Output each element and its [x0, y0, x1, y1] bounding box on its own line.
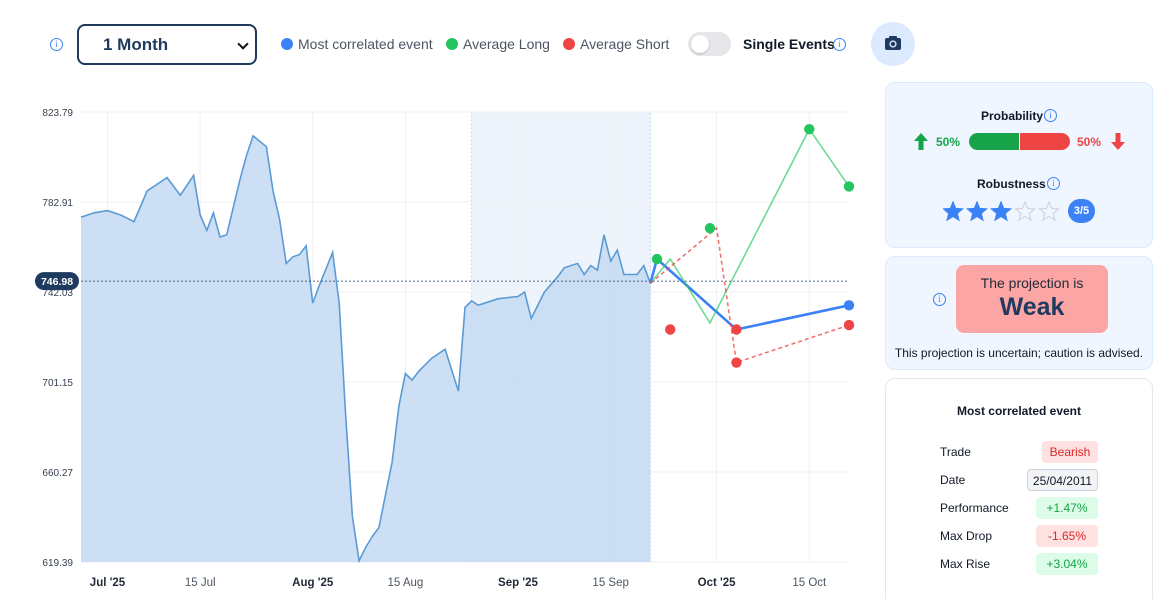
camera-icon [885, 36, 901, 50]
probability-bar-down [1020, 133, 1070, 150]
event-row-label: Max Drop [940, 529, 993, 543]
x-tick-label: Jul '25 [90, 577, 126, 589]
event-row-label: Performance [940, 501, 1009, 515]
current-value-label: 746.98 [41, 276, 73, 288]
legend-long: Average Long [446, 36, 550, 52]
period-select[interactable]: 1 Month [77, 24, 257, 65]
x-tick-label: Aug '25 [292, 577, 334, 589]
event-row-label: Max Rise [940, 557, 991, 571]
probability-title: Probability [981, 109, 1044, 123]
single-events-toggle[interactable] [688, 32, 731, 56]
y-tick-label: 782.91 [42, 198, 73, 209]
star-filled-icon [965, 201, 989, 222]
projection-heading: The projection is [980, 275, 1084, 291]
projection-line-correlated [649, 256, 850, 331]
toolbar: i 1 Month Most correlated event Average … [0, 0, 930, 88]
projection-point-long [843, 181, 855, 192]
star-empty-icon [1037, 201, 1061, 222]
x-tick-label: 15 Sep [592, 577, 628, 589]
event-performance-value: +1.47% [1036, 497, 1098, 519]
projection-point-short [665, 324, 676, 335]
x-tick-label: 15 Aug [387, 577, 423, 589]
price-line [80, 134, 652, 564]
event-row-label: Date [940, 473, 966, 487]
probability-panel: Probability i 50% 50% Robustness i 3/5 [885, 82, 1153, 248]
robustness-title: Robustness [977, 177, 1046, 191]
screenshot-button[interactable] [871, 22, 915, 66]
probability-bar-up [969, 133, 1019, 150]
legend-label-short: Average Short [580, 36, 670, 52]
y-tick-label: 823.79 [42, 108, 73, 119]
info-icon[interactable]: i [933, 293, 946, 306]
projection-point-long [804, 123, 815, 135]
y-tick-label: 619.39 [42, 558, 73, 569]
probability-down: 50% [1077, 135, 1102, 149]
projection-note: This projection is uncertain; caution is… [894, 346, 1144, 360]
toggle-knob [691, 35, 709, 53]
projection-point-long [704, 223, 716, 234]
event-row-label: Trade [940, 445, 971, 459]
correlated-event-panel: Most correlated event Trade Bearish Date… [885, 378, 1153, 601]
event-date-value: 25/04/2011 [1027, 469, 1098, 491]
projection-point-long [651, 253, 663, 265]
star-filled-icon [989, 201, 1013, 222]
projection-panel: i The projection is Weak This projection… [885, 256, 1153, 370]
legend-correlated: Most correlated event [281, 36, 433, 52]
x-tick-label: 15 Oct [792, 577, 827, 589]
price-area [81, 135, 651, 563]
info-icon[interactable]: i [833, 38, 846, 51]
projection-strength-box: The projection is Weak [956, 265, 1108, 333]
star-empty-icon [1013, 201, 1037, 222]
chevron-down-icon [237, 38, 249, 50]
chart-svg: 823.79 782.91 742.03 701.15 660.27 619.39 Jul … [35, 108, 855, 589]
projection-point-correlated [843, 300, 855, 311]
legend-label-long: Average Long [463, 36, 550, 52]
info-icon[interactable]: i [1044, 109, 1057, 122]
x-tick-label: 15 Jul [185, 577, 216, 589]
arrow-up-icon [914, 133, 928, 150]
info-icon[interactable]: i [1047, 177, 1060, 190]
current-value-badge [35, 272, 79, 291]
legend-dot-short [563, 38, 575, 50]
robustness-score: 3/5 [1068, 199, 1095, 223]
star-filled-icon [943, 201, 965, 222]
projection-line-short [649, 226, 850, 364]
probability-up: 50% [936, 135, 961, 149]
x-tick-label: Oct '25 [698, 577, 736, 589]
event-max-rise-value: +3.04% [1036, 553, 1098, 575]
price-chart: 823.79 782.91 742.03 701.15 660.27 619.39 Jul … [0, 88, 870, 601]
y-tick-label: 660.27 [42, 468, 73, 479]
y-tick-label: 742.03 [42, 288, 73, 299]
single-events-label: Single Events [743, 36, 835, 52]
projection-point-short [731, 357, 742, 368]
projection-point-short [843, 319, 855, 331]
y-tick-label: 701.15 [42, 378, 73, 389]
legend-dot-long [446, 38, 458, 50]
legend-short: Average Short [563, 36, 669, 52]
event-trade-value: Bearish [1042, 441, 1098, 463]
projection-strength: Weak [999, 293, 1065, 321]
projection-point-short [731, 324, 742, 335]
arrow-down-icon [1111, 133, 1125, 150]
event-max-drop-value: -1.65% [1036, 525, 1098, 547]
period-select-value: 1 Month [103, 35, 169, 54]
legend-label-correlated: Most correlated event [298, 36, 433, 52]
x-tick-label: Sep '25 [498, 577, 538, 589]
event-title: Most correlated event [956, 404, 1082, 418]
projection-line-long [649, 127, 850, 325]
info-icon[interactable]: i [50, 38, 63, 51]
legend-dot-correlated [281, 38, 293, 50]
robustness-stars [943, 201, 1061, 222]
